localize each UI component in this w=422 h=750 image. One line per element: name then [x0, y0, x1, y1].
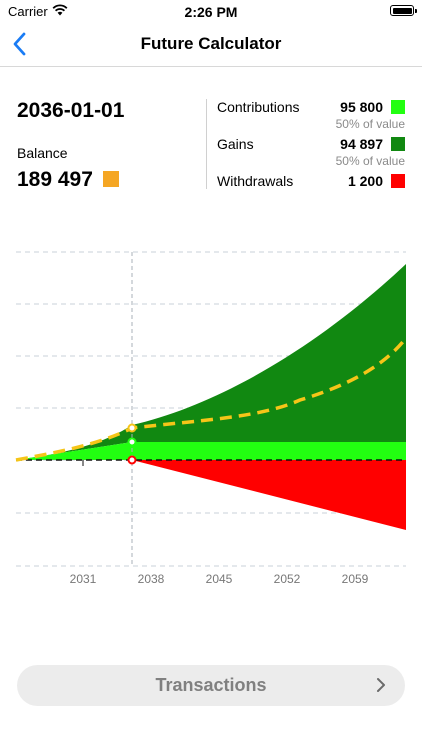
status-bar: Carrier 2:26 PM — [0, 0, 422, 24]
transactions-button[interactable]: Transactions — [17, 665, 405, 706]
balance-line — [15, 336, 408, 462]
legend-swatch — [391, 137, 405, 151]
balance-value: 189 497 — [17, 168, 93, 191]
battery-icon — [390, 5, 417, 16]
status-time: 2:26 PM — [184, 4, 238, 20]
cursor-withdrawals-marker — [127, 455, 137, 465]
x-tick-label: 2052 — [274, 572, 301, 586]
x-tick-label: 2045 — [206, 572, 233, 586]
summary-divider — [206, 99, 207, 189]
legend-swatch — [391, 100, 405, 114]
x-tick-label: 2038 — [138, 572, 165, 586]
chevron-right-icon — [377, 678, 385, 692]
withdrawals-area — [132, 460, 406, 530]
page-title: Future Calculator — [140, 34, 282, 53]
gains-area — [16, 264, 406, 460]
legend-value: 94 897 — [340, 136, 383, 152]
selected-date: 2036-01-01 — [17, 99, 125, 122]
legend-label: Gains — [217, 136, 254, 152]
x-tick-label: 2059 — [342, 572, 369, 586]
legend-value: 1 200 — [347, 173, 383, 189]
transactions-button-label: Transactions — [155, 675, 267, 695]
wifi-icon — [52, 4, 68, 16]
back-chevron-icon[interactable] — [10, 30, 30, 58]
cursor-balance-marker — [127, 423, 137, 433]
navigation-bar: Future Calculator — [0, 24, 422, 67]
contributions-area — [16, 442, 406, 460]
legend-swatch — [391, 174, 405, 188]
balance-label: Balance — [17, 145, 68, 161]
legend-percent: 50% of value — [335, 117, 405, 131]
projection-chart[interactable]: 2031 2038 2045 2052 2059 — [0, 240, 422, 600]
x-axis-labels: 2031 2038 2045 2052 2059 — [70, 572, 369, 586]
balance-color-swatch — [103, 171, 119, 187]
legend-percent: 50% of value — [335, 154, 405, 168]
x-tick-label: 2031 — [70, 572, 97, 586]
cursor-contributions-marker — [127, 437, 137, 447]
legend-label: Contributions — [217, 99, 300, 115]
legend-value: 95 800 — [340, 99, 383, 115]
carrier-label: Carrier — [8, 4, 48, 19]
legend-label: Withdrawals — [217, 173, 294, 189]
